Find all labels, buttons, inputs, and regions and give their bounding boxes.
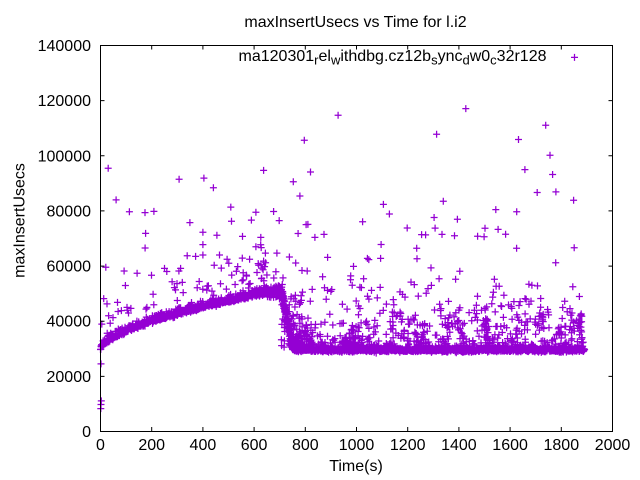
svg-text:80000: 80000 [47, 203, 92, 220]
svg-text:1200: 1200 [390, 437, 426, 454]
svg-text:0: 0 [96, 437, 105, 454]
svg-text:200: 200 [138, 437, 165, 454]
svg-text:400: 400 [190, 437, 217, 454]
svg-text:1400: 1400 [441, 437, 477, 454]
svg-text:Time(s): Time(s) [329, 458, 383, 475]
svg-text:60000: 60000 [47, 259, 92, 276]
svg-text:0: 0 [82, 424, 91, 441]
svg-text:120000: 120000 [38, 93, 91, 110]
svg-text:100000: 100000 [38, 148, 91, 165]
svg-text:140000: 140000 [38, 38, 91, 55]
svg-text:800: 800 [292, 437, 319, 454]
svg-text:40000: 40000 [47, 314, 92, 331]
svg-text:20000: 20000 [47, 369, 92, 386]
svg-text:1800: 1800 [544, 437, 580, 454]
svg-text:1600: 1600 [492, 437, 528, 454]
svg-text:1000: 1000 [339, 437, 375, 454]
svg-text:ma120301relwithdbg.cz12bsyncdw: ma120301relwithdbg.cz12bsyncdw0c32r128 [239, 48, 547, 68]
svg-text:maxInsertUsecs: maxInsertUsecs [12, 163, 29, 278]
svg-text:600: 600 [241, 437, 268, 454]
svg-text:maxInsertUsecs vs Time for l.i: maxInsertUsecs vs Time for l.i2 [244, 14, 466, 31]
svg-text:2000: 2000 [595, 437, 631, 454]
